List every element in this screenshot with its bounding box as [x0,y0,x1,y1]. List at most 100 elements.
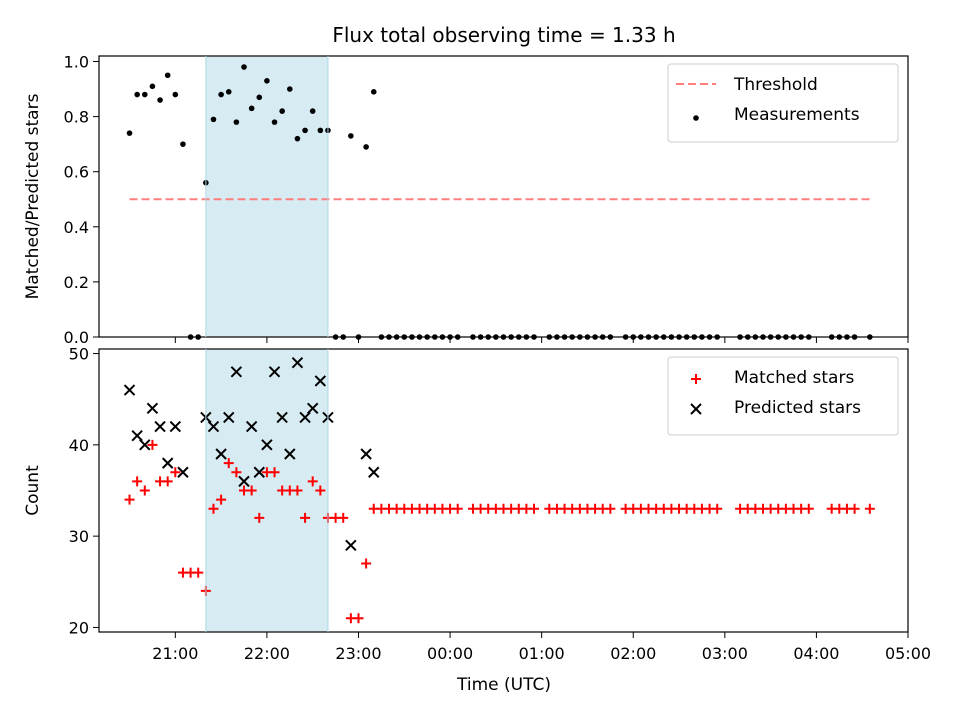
predicted-star-point [360,448,372,460]
y-tick-label: 20 [69,618,89,637]
top-panel-legend: Threshold Measurements [667,63,899,143]
matched-star-point [269,467,280,478]
top-panel-y-axis: 0.0 0.2 0.4 0.6 0.8 1.0 [64,53,99,347]
legend-marker [691,374,701,384]
predicted-star-point [299,411,311,424]
predicted-star-point [291,356,304,369]
x-tick-label: 05:00 [885,644,931,663]
measurement-point [370,89,377,95]
matched-star-point [193,567,204,578]
top-panel-x-ticks [174,337,909,343]
predicted-star-point [261,439,273,451]
x-tick-label: 21:00 [152,644,198,663]
matched-star-point [292,485,303,496]
matched-star-point [231,467,242,478]
measurement-point [164,72,171,79]
legend-label: Predicted stars [734,398,861,418]
x-tick-label: 22:00 [244,644,290,663]
matched-star-point [300,512,311,523]
matched-star-point [353,613,364,624]
predicted-star-point [276,411,288,424]
predicted-star-point [207,420,220,433]
y-tick-label: 0.0 [64,328,89,347]
y-tick-label: 0.2 [64,273,89,292]
predicted-star-point [345,539,357,551]
y-tick-label: 0.6 [64,163,89,182]
y-tick-label: 50 [69,345,89,364]
x-axis-label: Time (UTC) [456,675,551,695]
matched-star-point [132,476,143,487]
measurement-point [248,105,255,112]
measurement-point [233,119,240,125]
matched-star-point [803,503,814,514]
top-panel-ylabel: Matched/Predicted stars [23,93,43,299]
measurement-point [157,97,163,103]
matched-star-point [208,503,219,514]
predicted-star-point [245,420,258,433]
bottom-panel-highlight [205,349,328,632]
measurement-point [363,144,369,150]
measurement-point [309,108,316,114]
x-tick-label: 02:00 [610,644,656,663]
measurement-point [172,91,179,98]
bottom-panel-ylabel: Count [23,465,43,516]
matched-star-point [170,467,181,478]
predicted-star-point [238,475,250,488]
measurement-point [149,83,156,90]
legend-label: Threshold [733,75,818,95]
matched-star-point [147,439,158,450]
measurement-point [264,77,270,84]
predicted-star-point [306,402,319,415]
matched-star-point [307,476,318,487]
y-tick-label: 40 [69,436,89,455]
y-tick-label: 0.4 [64,218,89,237]
legend-marker [690,403,702,415]
top-panel-frame [98,55,909,338]
predicted-star-point [268,366,281,378]
y-tick-label: 30 [69,527,89,546]
matched-star-point [712,503,723,514]
predicted-star-point [215,448,227,460]
y-tick-label: 1.0 [64,53,89,72]
matched-star-point [338,512,349,523]
x-tick-label: 00:00 [427,644,473,663]
bottom-panel-points [123,356,875,624]
bottom-panel-y-axis: 20 30 40 50 [69,345,99,637]
measurement-point [348,133,354,139]
matched-star-point [529,503,540,514]
matched-star-point [452,503,463,514]
chart-title: Flux total observing time = 1.33 h [332,23,675,47]
predicted-star-point [146,402,159,415]
measurement-point [271,119,278,125]
predicted-star-point [230,366,243,378]
matched-star-point [223,458,234,469]
matched-star-point [849,503,860,514]
measurement-point [241,64,247,70]
predicted-star-point [177,466,189,478]
predicted-star-point [131,430,143,442]
predicted-star-point [314,375,327,387]
matched-star-point [162,476,173,487]
predicted-star-point [368,466,380,478]
predicted-star-point [223,411,235,424]
matched-star-point [246,485,257,496]
matched-star-point [139,485,150,496]
bottom-panel-frame [98,348,909,633]
top-panel-highlight [205,56,328,337]
bottom-panel: 20 30 40 50 21:00 22:00 23:00 00:00 01:00 02:00 0… [23,345,931,695]
x-tick-label: 03:00 [702,644,748,663]
measurement-point [225,89,232,95]
measurement-point [180,141,186,147]
predicted-star-point [253,466,265,478]
matched-star-point [864,503,875,514]
legend-label: Matched stars [734,368,854,388]
matched-star-point [605,503,616,514]
predicted-star-point [161,457,174,469]
predicted-star-point [123,384,136,396]
measurement-point [317,127,324,134]
predicted-star-point [169,420,182,433]
measurement-point [302,127,308,134]
x-tick-label: 23:00 [335,644,381,663]
x-tick-label: 01:00 [519,644,565,663]
